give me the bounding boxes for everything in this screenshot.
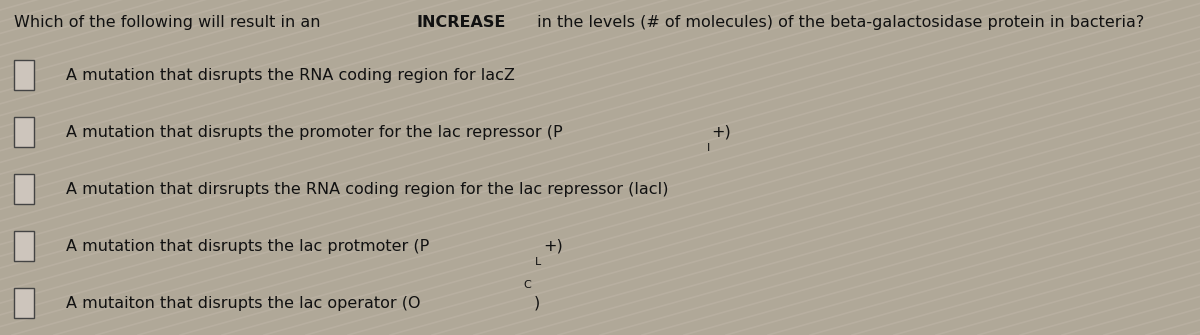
Text: L: L [535, 257, 541, 267]
Text: C: C [523, 280, 532, 290]
Text: I: I [707, 143, 710, 153]
Text: in the levels (# of molecules) of the beta-galactosidase protein in bacteria?: in the levels (# of molecules) of the be… [532, 15, 1144, 30]
FancyBboxPatch shape [14, 288, 34, 318]
FancyBboxPatch shape [14, 60, 34, 90]
Text: A mutation that disrupts the promoter for the lac repressor (P: A mutation that disrupts the promoter fo… [66, 125, 563, 140]
Text: +): +) [710, 125, 731, 140]
Text: A mutation that disrupts the RNA coding region for lacZ: A mutation that disrupts the RNA coding … [66, 68, 515, 83]
FancyBboxPatch shape [14, 174, 34, 204]
FancyBboxPatch shape [14, 117, 34, 147]
FancyBboxPatch shape [14, 231, 34, 261]
Text: A mutation that dirsrupts the RNA coding region for the lac repressor (lacI): A mutation that dirsrupts the RNA coding… [66, 182, 668, 197]
Text: Which of the following will result in an: Which of the following will result in an [14, 15, 326, 30]
Text: ): ) [534, 296, 540, 311]
Text: A mutation that disrupts the lac protmoter (P: A mutation that disrupts the lac protmot… [66, 239, 430, 254]
Text: INCREASE: INCREASE [416, 15, 506, 30]
Text: A mutaiton that disrupts the lac operator (O: A mutaiton that disrupts the lac operato… [66, 296, 420, 311]
Text: +): +) [542, 239, 563, 254]
